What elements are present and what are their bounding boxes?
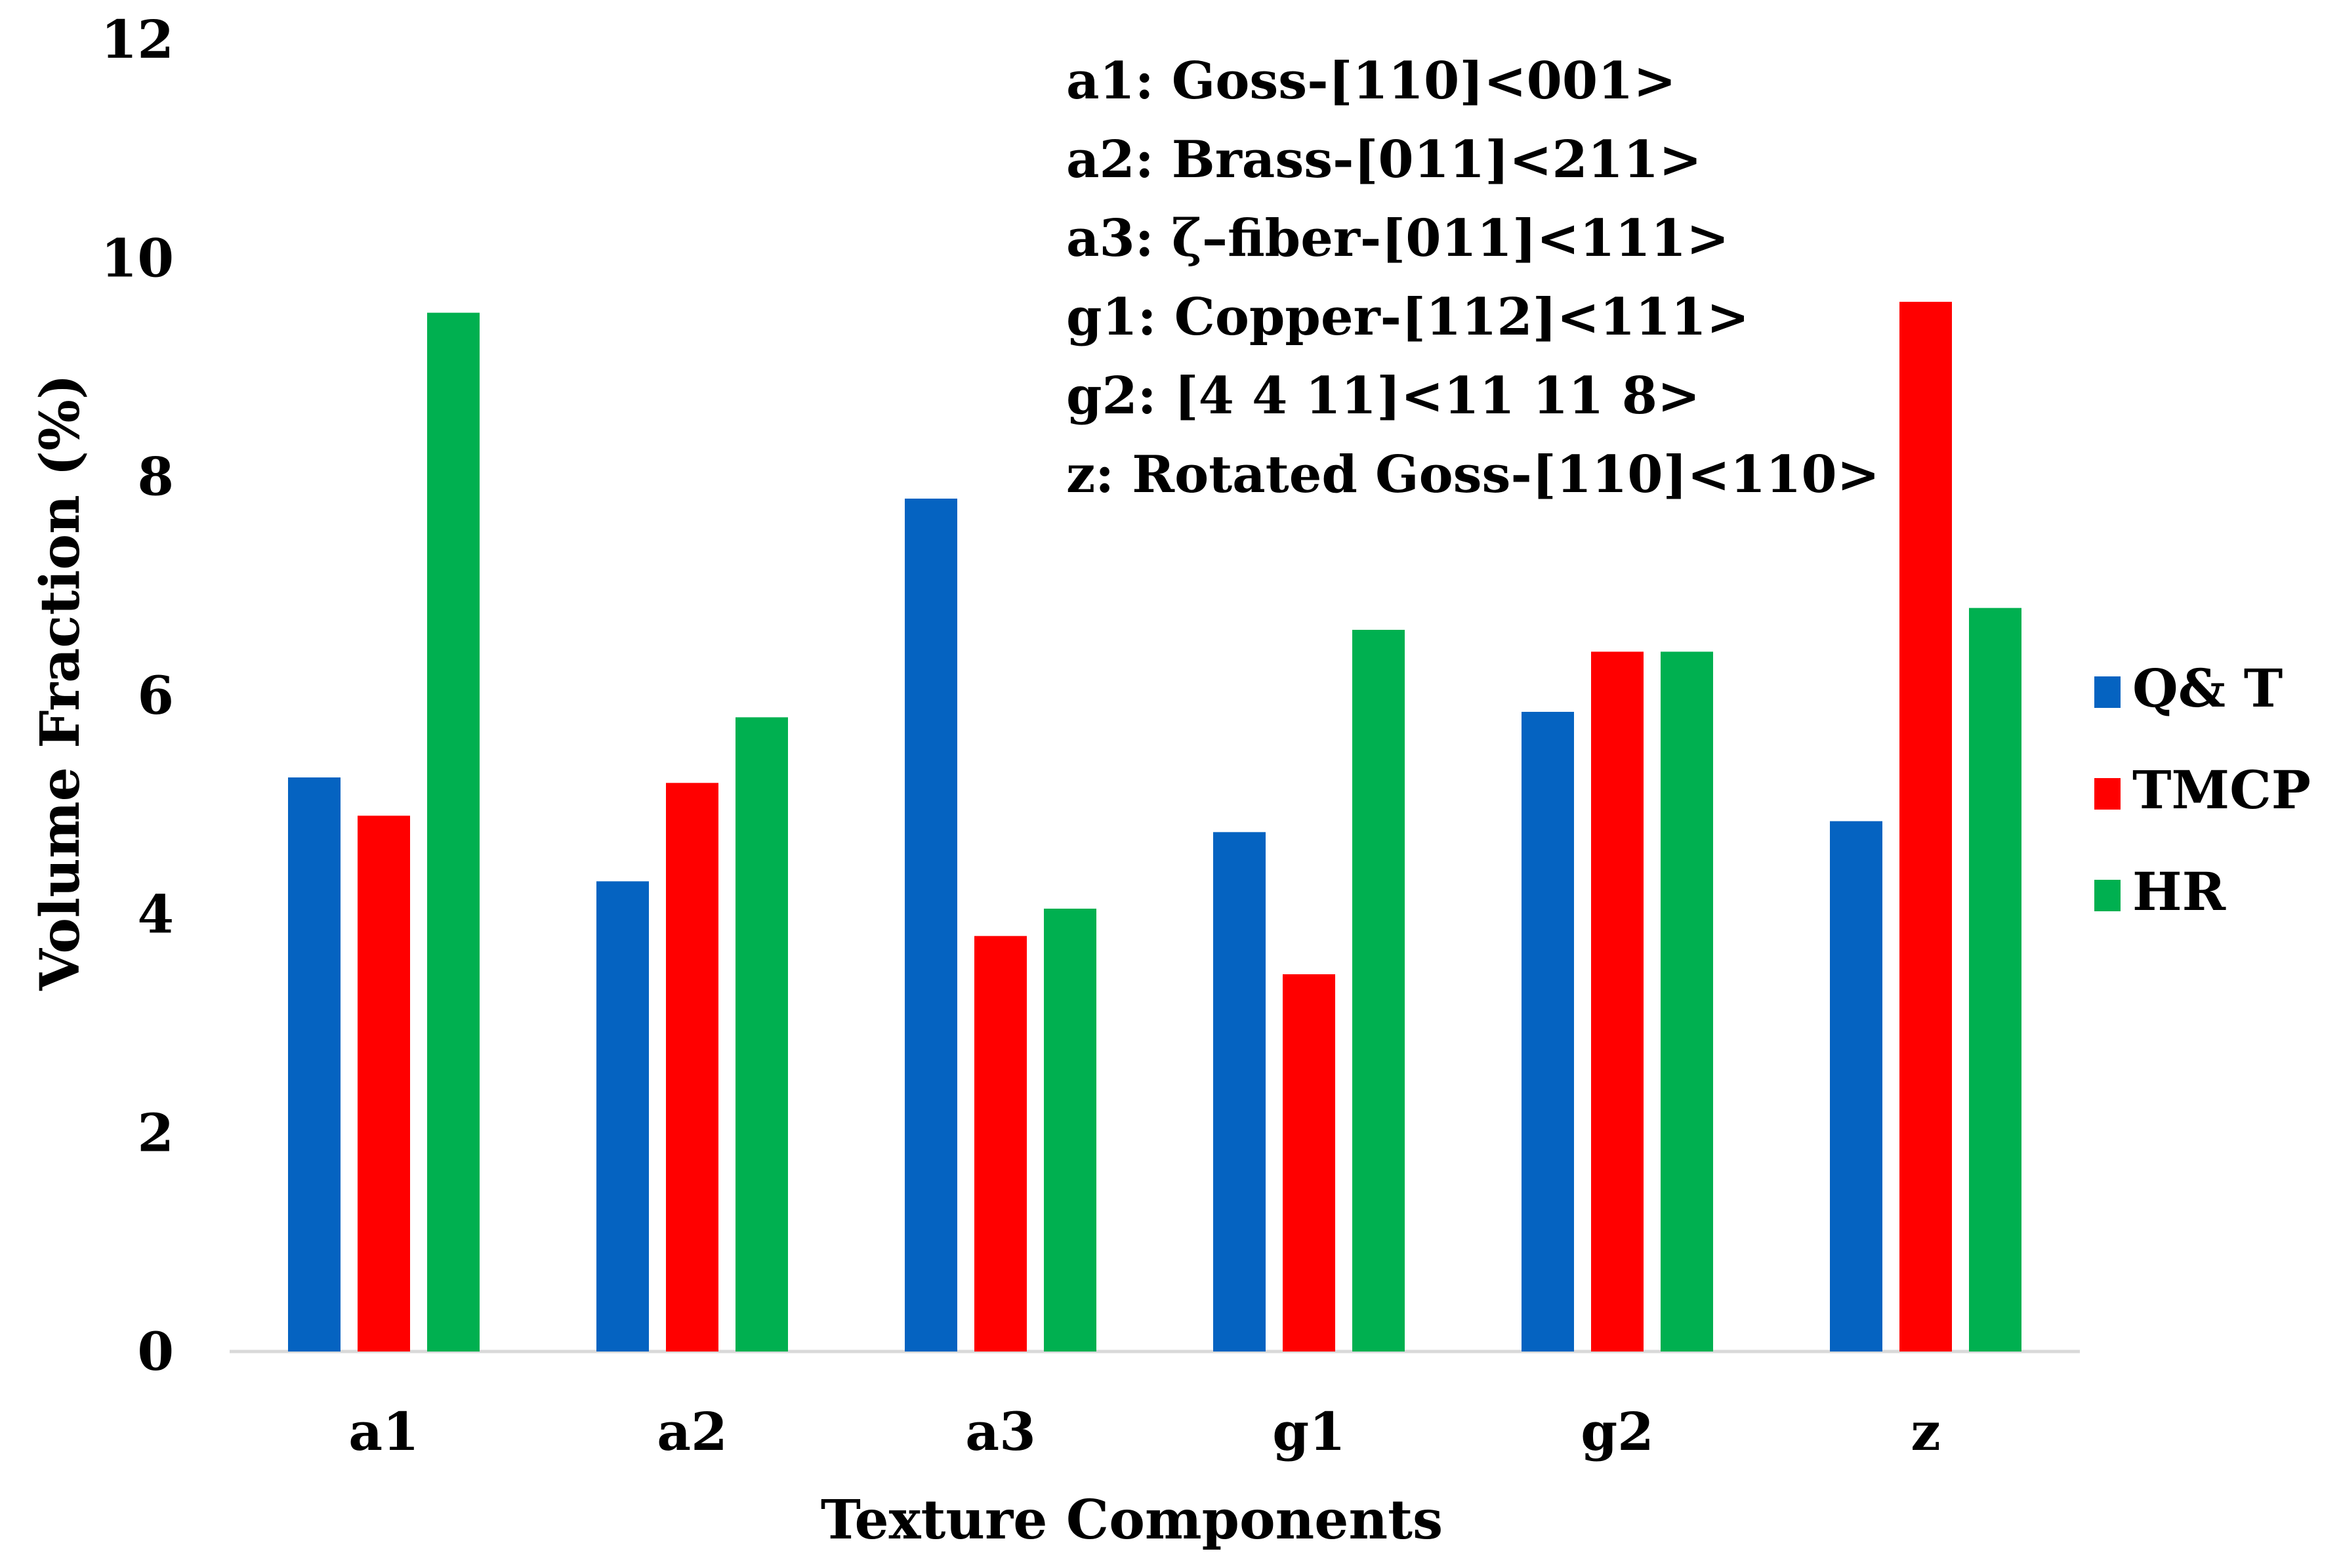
bar-g1-qt xyxy=(1213,832,1266,1351)
y-axis-ticks: 0 2 4 6 8 10 12 xyxy=(101,9,174,1382)
legend-swatch xyxy=(2094,676,2121,708)
bar-a1-qt xyxy=(288,777,341,1351)
x-tick-label: a2 xyxy=(657,1401,728,1462)
bar-a3-qt xyxy=(905,499,957,1351)
annotation-line: a3: ζ–fiber-[011]<111> xyxy=(1066,209,1729,268)
x-axis-title: Texture Components xyxy=(821,1489,1443,1552)
y-tick-label: 4 xyxy=(137,883,174,945)
y-tick-label: 12 xyxy=(101,9,174,70)
x-tick-label: z xyxy=(1911,1401,1940,1462)
bar-a1-hr xyxy=(427,312,480,1352)
y-tick-label: 2 xyxy=(137,1102,174,1164)
bar-g2-tmcp xyxy=(1591,651,1644,1352)
x-tick-label: a1 xyxy=(348,1401,419,1462)
y-axis-title: Volume Fraction (%) xyxy=(29,374,92,991)
y-tick-label: 6 xyxy=(137,665,174,726)
bar-a3-tmcp xyxy=(974,936,1027,1351)
bar-g2-hr xyxy=(1661,651,1713,1352)
annotation-line: a2: Brass-[011]<211> xyxy=(1066,130,1702,190)
y-tick-label: 10 xyxy=(101,227,174,289)
legend-swatch xyxy=(2094,778,2121,810)
bar-z-hr xyxy=(1969,608,2021,1351)
annotation-line: g2: [4 4 11]<11 11 8> xyxy=(1066,366,1700,426)
bar-z-qt xyxy=(1830,821,1882,1351)
bar-a2-qt xyxy=(596,881,649,1351)
annotation-line: z: Rotated Goss-[110]<110> xyxy=(1066,445,1880,505)
annotation-box: a1: Goss-[110]<001> a2: Brass-[011]<211> a… xyxy=(1066,51,1880,505)
legend-label: Q& T xyxy=(2132,657,2283,719)
legend: Q& T TMCP HR xyxy=(2094,657,2311,922)
bar-g2-qt xyxy=(1522,712,1574,1351)
x-tick-label: g1 xyxy=(1272,1401,1346,1462)
legend-label: TMCP xyxy=(2132,759,2311,821)
legend-swatch xyxy=(2094,880,2121,911)
bar-a2-hr xyxy=(735,717,788,1351)
bar-g1-tmcp xyxy=(1283,974,1335,1351)
x-axis-ticks: a1 a2 a3 g1 g2 z xyxy=(348,1401,1940,1462)
bar-a3-hr xyxy=(1044,909,1096,1351)
bar-a2-tmcp xyxy=(666,783,718,1351)
bars xyxy=(288,302,2021,1352)
legend-label: HR xyxy=(2132,861,2226,922)
y-tick-label: 8 xyxy=(137,446,174,508)
x-tick-label: g2 xyxy=(1581,1401,1654,1462)
x-tick-label: a3 xyxy=(965,1401,1036,1462)
annotation-line: a1: Goss-[110]<001> xyxy=(1066,51,1676,111)
bar-g1-hr xyxy=(1352,630,1405,1351)
annotation-line: g1: Copper-[112]<111> xyxy=(1066,287,1749,347)
y-tick-label: 0 xyxy=(137,1321,174,1382)
bar-a1-tmcp xyxy=(358,815,410,1351)
bar-z-tmcp xyxy=(1899,302,1952,1351)
